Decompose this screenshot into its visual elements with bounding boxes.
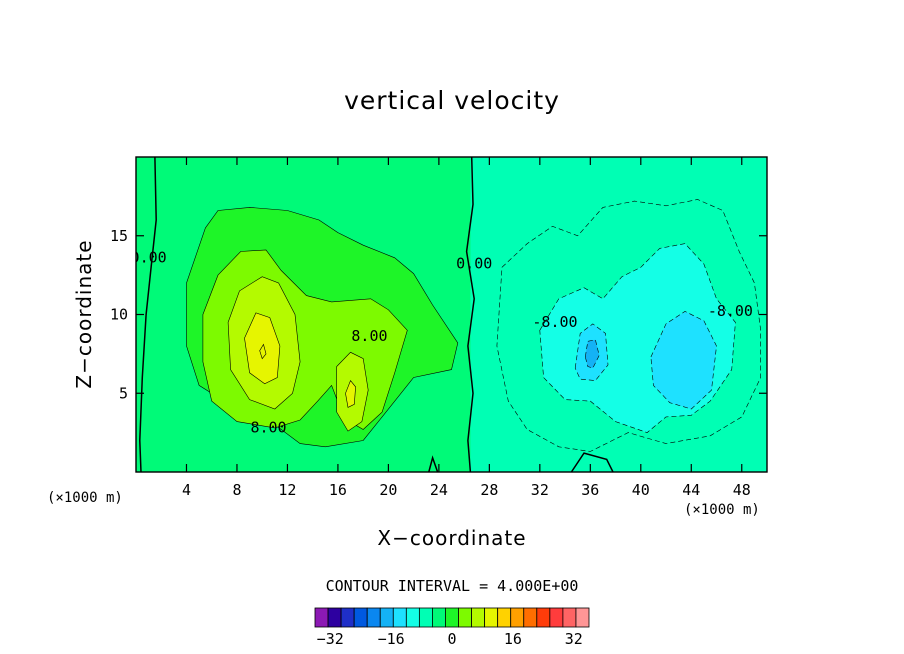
contour-label: -8.00 xyxy=(708,302,753,320)
level-20-contour xyxy=(259,343,267,360)
x-tick-label: 8 xyxy=(232,481,241,499)
colorbar-swatch xyxy=(523,607,538,628)
x-tick-label: 40 xyxy=(632,481,650,499)
colorbar-swatch xyxy=(432,607,446,628)
x-tick-label: 12 xyxy=(278,481,296,499)
zero-contour-left xyxy=(139,157,157,472)
colorbar-swatch xyxy=(562,607,577,628)
colorbar-swatch xyxy=(366,607,381,628)
y-tick-label: 15 xyxy=(110,227,128,245)
level-minus20-to-minus16 xyxy=(584,339,600,369)
colorbar-swatch xyxy=(327,607,342,628)
colorbar-tick-label: 0 xyxy=(447,630,456,648)
chart-title: vertical velocity xyxy=(344,86,560,115)
x-tick-label: 16 xyxy=(329,481,347,499)
x-tick-label: 32 xyxy=(531,481,549,499)
contour-label: 8.00 xyxy=(250,418,286,436)
colorbar-swatch xyxy=(510,607,525,628)
x-tick-label: 28 xyxy=(480,481,498,499)
level-minus16-to-minus12-b xyxy=(650,311,717,410)
colorbar-swatch xyxy=(314,607,329,628)
contour-label: -8.00 xyxy=(532,313,577,331)
y-unit-label: (×1000 m) xyxy=(47,490,123,506)
colorbar-tick-label: 16 xyxy=(504,630,522,648)
colorbar-swatch xyxy=(575,607,590,628)
y-tick-label: 10 xyxy=(110,306,128,324)
x-tick-label: 20 xyxy=(379,481,397,499)
zero-contour-bottom xyxy=(570,452,614,472)
contour-label: 0.00 xyxy=(131,248,167,266)
x-tick-label: 36 xyxy=(581,481,599,499)
x-tick-label: 44 xyxy=(682,481,700,499)
colorbar-swatch xyxy=(471,607,486,628)
zero-contour-small xyxy=(428,455,439,472)
x-axis-label: X−coordinate xyxy=(377,526,527,550)
y-tick-label: 5 xyxy=(119,384,128,402)
colorbar-tick-label: 32 xyxy=(565,630,583,648)
x-tick-label: 4 xyxy=(182,481,191,499)
colorbar-swatch xyxy=(536,607,551,628)
level-16-to-20-b xyxy=(345,380,356,408)
colorbar-swatch xyxy=(418,607,433,628)
x-unit-label: (×1000 m) xyxy=(684,502,760,518)
x-tick-label: 48 xyxy=(733,481,751,499)
colorbar: −32 −16 0 16 32 xyxy=(314,607,590,648)
x-tick-label: 24 xyxy=(430,481,448,499)
contour-label: 0.00 xyxy=(456,255,492,273)
zero-contour-middle xyxy=(465,157,475,472)
level-16-to-20 xyxy=(244,312,281,385)
colorbar-swatch xyxy=(484,607,499,628)
colorbar-swatch xyxy=(549,607,564,628)
contour-label: 8.00 xyxy=(351,327,387,345)
colorbar-swatch xyxy=(353,607,368,628)
colorbar-swatch xyxy=(445,607,459,628)
colorbar-swatch xyxy=(405,607,420,628)
colorbar-swatch xyxy=(497,607,512,628)
colorbar-swatch xyxy=(379,607,394,628)
colorbar-swatch xyxy=(340,607,355,628)
contour-field: 0.00 0.00 8.00 8.00 -8.00 -8.00 xyxy=(131,157,767,472)
colorbar-tick-label: −32 xyxy=(317,630,344,648)
contour-interval-text: CONTOUR INTERVAL = 4.000E+00 xyxy=(325,577,579,595)
colorbar-swatch xyxy=(392,607,407,628)
colorbar-tick-label: −16 xyxy=(378,630,405,648)
colorbar-swatch xyxy=(458,607,472,628)
